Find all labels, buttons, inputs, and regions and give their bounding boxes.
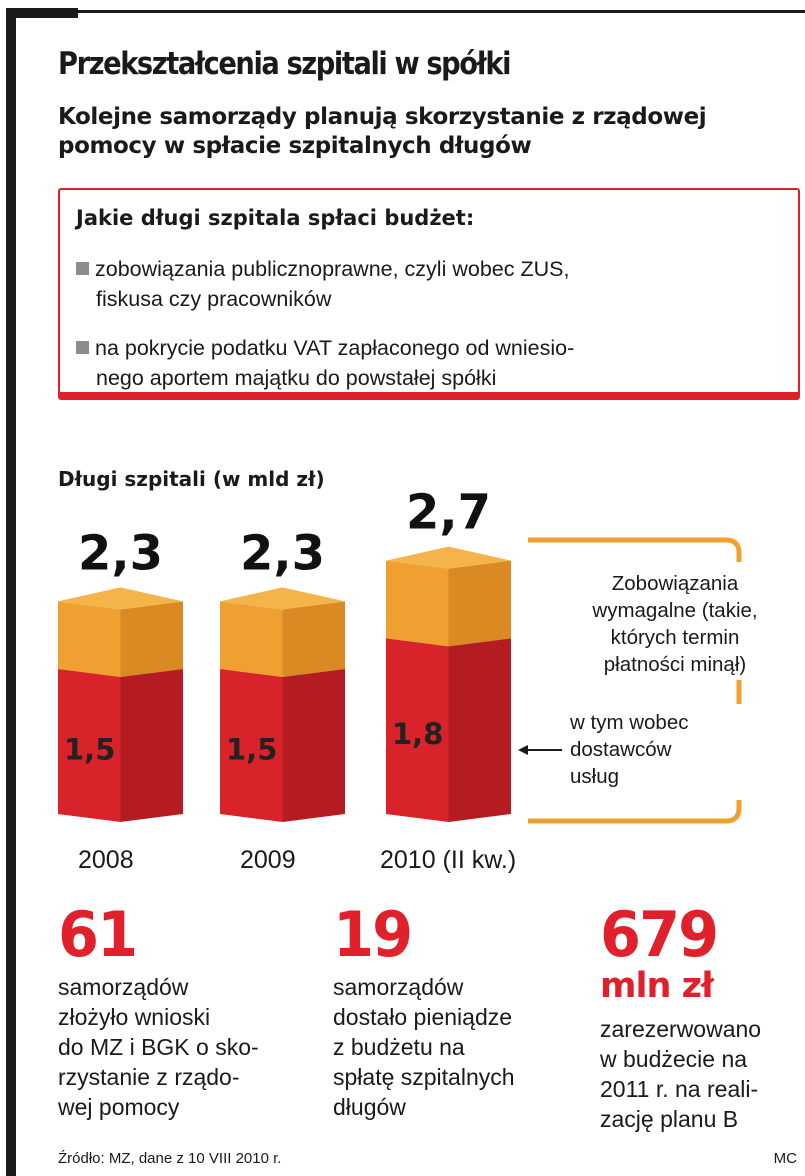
- frame-top-bar: [6, 8, 78, 18]
- bar-top-cap: [386, 546, 511, 569]
- stat-description: zarezerwowano w budżecie na 2011 r. na r…: [600, 1016, 762, 1132]
- x-axis-label: 2009: [240, 846, 296, 874]
- info-box-item-line: na pokrycie podatku VAT zapłaconego od w…: [95, 336, 575, 360]
- bar-segment-suppliers: [220, 669, 283, 822]
- overdue-bracket: [528, 537, 742, 824]
- square-bullet-icon: [76, 341, 89, 354]
- bar-segment-label: 1,5: [226, 733, 277, 767]
- info-box-item-line: zobowiązania publicznoprawne, czyli wobe…: [95, 257, 570, 281]
- bar-top-cap: [220, 587, 345, 610]
- square-bullet-icon: [76, 262, 89, 275]
- bar-segment-overdue: [58, 601, 121, 677]
- annotation-line: usług: [570, 765, 619, 788]
- bar-segment-overdue: [220, 601, 283, 677]
- stat-description: samorządów dostało pieniądze z budżetu n…: [333, 974, 515, 1120]
- x-axis-label: 2010 (II kw.): [380, 846, 516, 874]
- info-box-item-line: nego aportem majątku do powstałej spółki: [96, 366, 497, 390]
- annotation-line: płatności minął): [604, 653, 746, 676]
- annotation-line: których termin: [611, 626, 740, 649]
- bar-segment-overdue: [386, 560, 449, 647]
- debt-chart: Długi szpitali (w mld zł) 2,3 1,5 2008 2,3 1…: [58, 467, 780, 874]
- stat-applications: 61 samorządów złożyło wnioski do MZ i BG…: [58, 904, 308, 1122]
- annotation-line: w tym wobec: [569, 711, 688, 734]
- bar-total-label: 2,3: [78, 525, 163, 581]
- annotation-line: Zobowiązania: [612, 572, 739, 595]
- info-box-item: zobowiązania publicznoprawne, czyli wobe…: [76, 254, 776, 314]
- frame-left-bar: [6, 8, 16, 1176]
- page-subtitle: Kolejne samorządy planują skorzystanie z…: [58, 104, 707, 159]
- overdue-annotation: Zobowiązania wymagalne (takie, których t…: [591, 572, 757, 676]
- bar-segment-suppliers: [282, 669, 345, 822]
- bar-segment-label: 1,5: [64, 733, 115, 767]
- stat-value: 679: [600, 898, 719, 971]
- bar-segment-overdue: [120, 601, 183, 677]
- info-box: Jakie długi szpitala spłaci budżet: zobo…: [58, 188, 800, 400]
- bar-segment-label: 1,8: [392, 717, 443, 751]
- bar-segment-overdue: [282, 601, 345, 677]
- info-box-title: Jakie długi szpitala spłaci budżet:: [76, 206, 475, 230]
- annotation-backdrop: [558, 704, 748, 800]
- bar-total-label: 2,3: [240, 525, 325, 581]
- bar-top-cap: [58, 587, 183, 610]
- page-title: Przekształcenia szpitali w spółki: [58, 46, 511, 82]
- chart-title: Długi szpitali (w mld zł): [58, 467, 325, 491]
- frame-top-rule: [78, 10, 805, 13]
- bar-segment-overdue: [448, 560, 511, 647]
- x-axis-label: 2008: [78, 846, 134, 874]
- author-initials: MC: [773, 1150, 797, 1167]
- bar-segment-suppliers: [386, 638, 449, 822]
- stat-value: 19: [333, 898, 413, 971]
- bar-total-label: 2,7: [406, 485, 491, 541]
- stat-value: 61: [58, 898, 138, 971]
- stat-unit: mln zł: [600, 966, 714, 1006]
- suppliers-annotation: w tym wobec dostawców usług: [569, 711, 688, 788]
- annotation-line: dostawców: [570, 738, 672, 761]
- stat-funded: 19 samorządów dostało pieniądze z budżet…: [333, 904, 583, 1122]
- bar-segment-suppliers: [120, 669, 183, 822]
- bar-segment-suppliers: [448, 638, 511, 822]
- info-box-item: na pokrycie podatku VAT zapłaconego od w…: [76, 333, 776, 393]
- source-note: Źródło: MZ, dane z 10 VIII 2010 r.: [58, 1150, 282, 1167]
- stat-description: samorządów złożyło wnioski do MZ i BGK o…: [58, 974, 259, 1120]
- stat-reserved: 679 mln zł zarezerwowano w budżecie na 2…: [600, 904, 805, 1134]
- info-box-item-line: fiskusa czy pracowników: [96, 287, 332, 311]
- bar-segment-suppliers: [58, 669, 121, 822]
- annotation-line: wymagalne (takie,: [591, 599, 757, 622]
- annotation-backdrop: [580, 562, 780, 680]
- bar-group: 2,3 1,5 2008 2,3 1,5 2009 2,7 1,8 2010 (II kw.): [58, 485, 516, 874]
- arrow-left-icon: [518, 745, 528, 755]
